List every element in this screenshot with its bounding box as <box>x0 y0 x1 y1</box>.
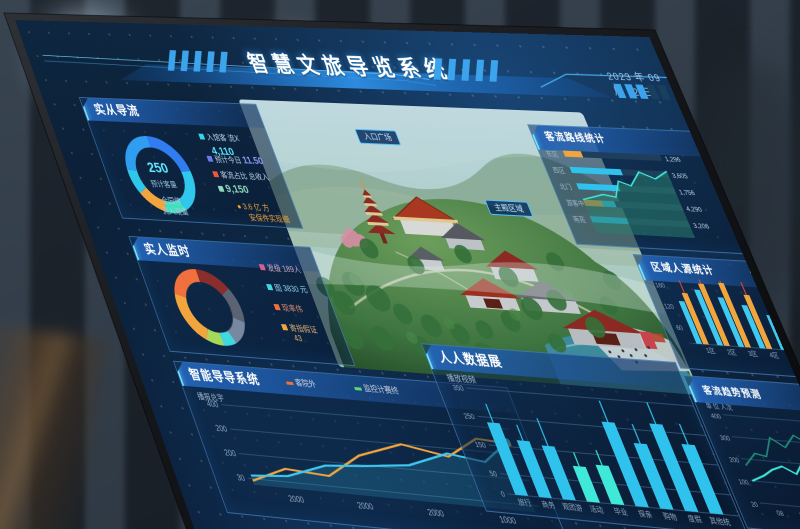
svg-text:南苑: 南苑 <box>571 214 587 224</box>
svg-text:东区: 东区 <box>544 149 560 159</box>
svg-text:购物: 购物 <box>661 511 678 522</box>
svg-text:20: 20 <box>750 501 760 509</box>
svg-text:250: 250 <box>463 413 477 421</box>
svg-text:活动: 活动 <box>588 504 605 515</box>
svg-text:3区: 3区 <box>747 350 760 359</box>
svg-text:2000: 2000 <box>356 502 375 512</box>
svg-text:08: 08 <box>776 510 786 518</box>
svg-text:30: 30 <box>236 474 247 483</box>
svg-text:1区: 1区 <box>705 347 718 356</box>
svg-text:毕业: 毕业 <box>612 506 629 517</box>
svg-text:1,756: 1,756 <box>678 190 696 198</box>
svg-text:预计客量: 预计客量 <box>149 178 178 189</box>
svg-text:60: 60 <box>675 325 685 333</box>
svg-text:1,296: 1,296 <box>664 156 682 164</box>
svg-text:50: 50 <box>489 471 500 479</box>
svg-text:2区: 2区 <box>726 348 739 357</box>
svg-text:100: 100 <box>738 479 751 488</box>
svg-text:250: 250 <box>145 159 171 177</box>
svg-text:120: 120 <box>663 303 676 311</box>
svg-text:探亲: 探亲 <box>637 508 654 519</box>
svg-text:旅行: 旅行 <box>516 497 533 508</box>
svg-text:1000: 1000 <box>498 516 518 526</box>
svg-text:160: 160 <box>654 282 667 290</box>
svg-text:观团游: 观团游 <box>561 501 584 513</box>
svg-text:200: 200 <box>728 457 741 465</box>
svg-text:350: 350 <box>452 385 466 393</box>
svg-text:3,605: 3,605 <box>671 173 689 181</box>
svg-text:200: 200 <box>215 425 229 434</box>
svg-text:商务: 商务 <box>540 499 557 510</box>
svg-text:400: 400 <box>206 401 220 410</box>
svg-text:4区: 4区 <box>768 351 781 360</box>
svg-text:0: 0 <box>500 492 507 500</box>
svg-text:300: 300 <box>719 435 732 443</box>
svg-text:3,206: 3,206 <box>692 223 710 231</box>
svg-text:其他统: 其他统 <box>708 515 732 527</box>
svg-text:2000: 2000 <box>427 509 446 519</box>
svg-text:度假: 度假 <box>686 513 704 525</box>
svg-text:西区: 西区 <box>551 166 567 175</box>
svg-text:200: 200 <box>223 449 237 458</box>
svg-text:150: 150 <box>474 442 488 450</box>
svg-text:2000: 2000 <box>288 495 306 505</box>
svg-text:北门: 北门 <box>558 181 574 191</box>
svg-text:4,290: 4,290 <box>685 206 703 214</box>
svg-text:400: 400 <box>710 413 723 421</box>
